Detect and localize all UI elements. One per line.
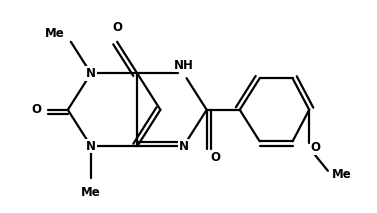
Text: O: O [210, 151, 220, 164]
Text: N: N [179, 140, 188, 153]
Text: Me: Me [45, 27, 64, 40]
Text: O: O [31, 103, 41, 116]
Text: O: O [311, 141, 321, 154]
Text: N: N [86, 67, 96, 80]
Text: Me: Me [81, 186, 101, 199]
Text: O: O [112, 21, 123, 34]
Text: N: N [86, 140, 96, 153]
Text: NH: NH [173, 59, 193, 72]
Text: Me: Me [333, 168, 352, 181]
